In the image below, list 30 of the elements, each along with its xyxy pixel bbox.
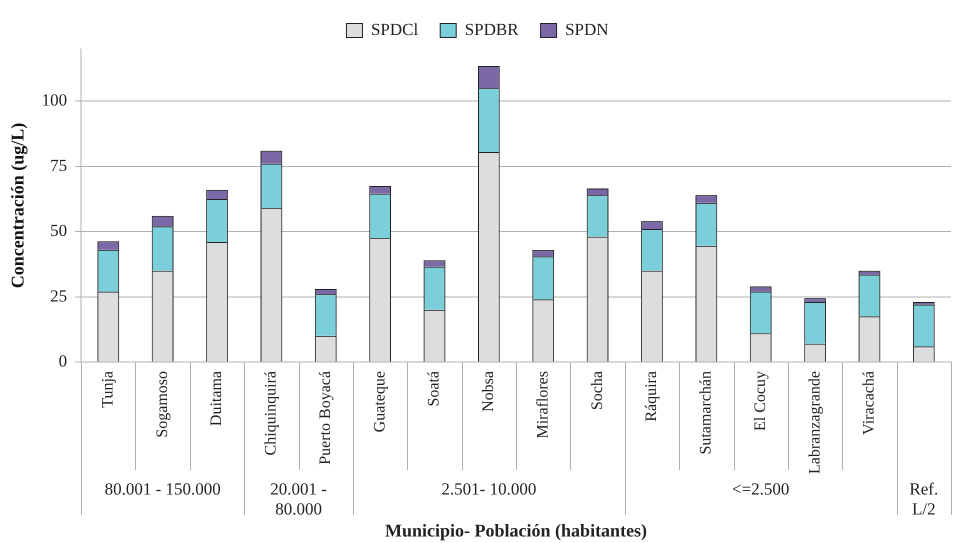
y-tick-label: 0 <box>58 351 68 370</box>
text: <=2.500 <box>732 479 790 498</box>
x-tick-label: Ráquira <box>643 371 660 422</box>
text: Ref. L/2 <box>909 479 938 518</box>
x-tick-label: El Cocuy <box>752 371 769 431</box>
x-tick-label: Nobsa <box>480 371 498 412</box>
y-tick-label: 25 <box>50 286 68 306</box>
x-axis-title: Municipio- Población (habitantes) <box>385 520 648 541</box>
text: 2.501- 10.000 <box>441 479 536 498</box>
text: 80.001 - 150.000 <box>104 479 221 498</box>
x-tick-label: Puerto Boyacá <box>316 371 334 465</box>
x-tick-label: Sutamarchán <box>698 371 715 455</box>
x-tick-label: Viracachá <box>860 371 878 435</box>
y-axis-title: Concentración (ug/L) <box>7 122 28 288</box>
legend-label: SPDN <box>565 20 609 39</box>
x-tick-label: Duitama <box>208 371 226 426</box>
x-tick-label: Soatá <box>426 371 443 407</box>
legend-label: SPDCl <box>370 20 418 39</box>
x-tick-label: Sogamoso <box>154 371 171 438</box>
x-tick-label: Labranzagrande <box>806 371 824 474</box>
text: 20.001 - 80.000 <box>270 479 328 518</box>
x-tick-label: Chiquinquirá <box>262 371 280 456</box>
legend-label: SPDBR <box>464 20 520 39</box>
y-tick-label: 100 <box>42 90 68 110</box>
y-tick-label: 75 <box>50 156 68 175</box>
x-tick-label: Socha <box>588 371 606 410</box>
x-tick-label: Miraflores <box>534 371 552 439</box>
x-tick-label: Guateque <box>371 371 388 432</box>
x-tick-label: Tunja <box>99 371 116 408</box>
y-tick-label: 50 <box>50 221 68 240</box>
